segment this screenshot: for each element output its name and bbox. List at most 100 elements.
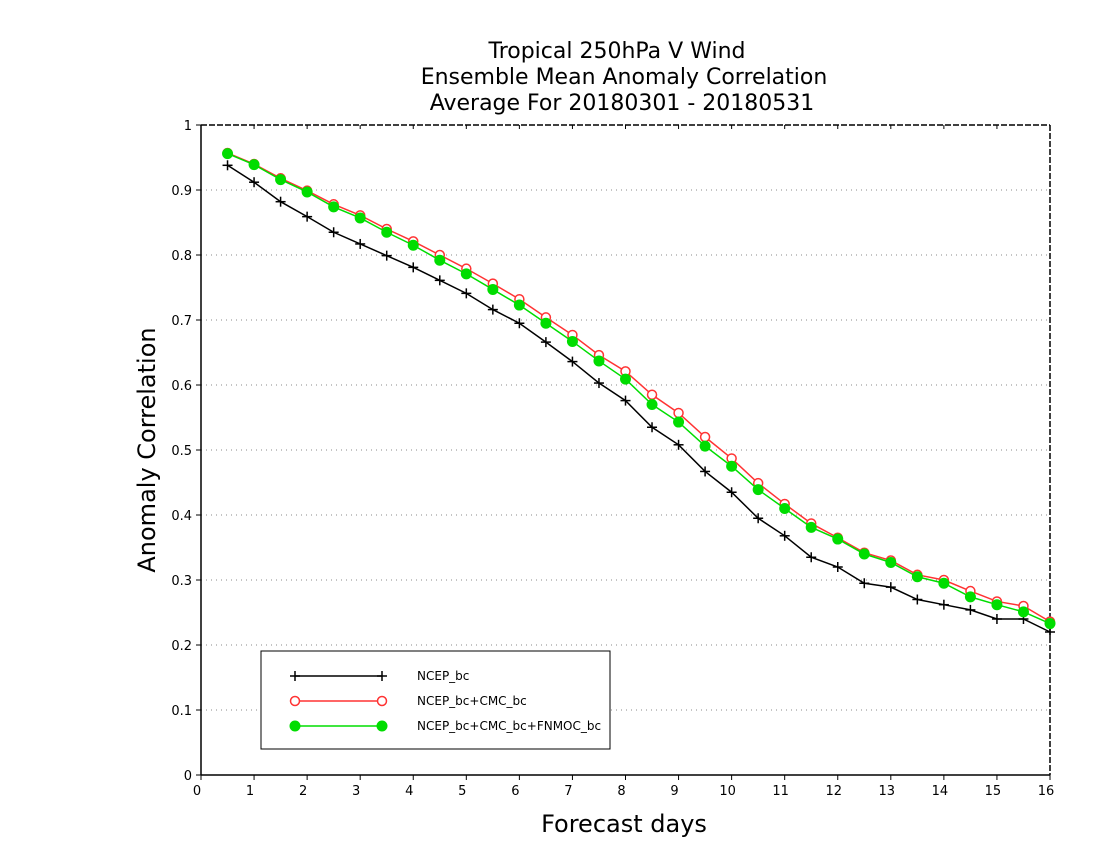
- x-tick-label: 1: [246, 784, 254, 799]
- data-point: [965, 604, 976, 615]
- y-tick-label: 0.2: [171, 639, 192, 654]
- data-point: [991, 599, 1003, 611]
- series: [222, 147, 1056, 637]
- data-point: [699, 440, 711, 452]
- legend-label: NCEP_bc: [417, 669, 469, 683]
- data-point: [540, 337, 551, 348]
- data-point: [408, 262, 419, 273]
- data-point: [620, 373, 631, 385]
- legend-entry: NCEP_bc: [290, 669, 469, 683]
- x-tick-label: 0: [193, 784, 201, 799]
- x-tick-label: 2: [299, 784, 307, 799]
- legend-label: NCEP_bc+CMC_bc: [417, 694, 527, 708]
- data-point: [487, 304, 498, 315]
- title-line-2: Ensemble Mean Anomaly Correlation: [421, 65, 828, 90]
- data-point: [912, 594, 923, 605]
- x-tick-label: 12: [825, 784, 842, 799]
- y-tick-label: 0.3: [171, 574, 192, 589]
- data-point: [514, 318, 525, 329]
- legend-marker: [376, 695, 388, 707]
- y-tick-label: 0.7: [171, 314, 192, 329]
- data-point: [885, 556, 897, 568]
- legend-marker: [289, 695, 301, 707]
- data-point: [222, 160, 233, 171]
- data-point: [275, 174, 287, 186]
- data-point: [434, 254, 446, 266]
- data-point: [673, 416, 685, 428]
- data-point: [832, 533, 844, 545]
- data-point: [593, 378, 604, 389]
- y-tick-label: 0.4: [171, 509, 192, 524]
- data-point: [805, 521, 817, 533]
- data-point: [381, 250, 392, 261]
- data-point: [461, 288, 472, 299]
- data-point: [593, 355, 605, 367]
- data-point: [806, 552, 817, 563]
- data-point: [938, 577, 950, 589]
- legend-entry: NCEP_bc+CMC_bc+FNMOC_bc: [289, 719, 601, 733]
- data-point: [779, 530, 790, 541]
- data-point: [487, 283, 499, 295]
- data-point: [301, 186, 313, 198]
- data-point: [779, 503, 791, 514]
- data-point: [460, 268, 472, 280]
- x-tick-label: 14: [932, 784, 949, 799]
- data-point: [699, 431, 711, 443]
- data-point: [911, 571, 923, 583]
- y-tick-label: 1: [184, 119, 192, 134]
- y-tick-label: 0.5: [171, 444, 192, 459]
- data-point: [991, 614, 1002, 624]
- x-tick-label: 4: [405, 784, 413, 799]
- data-point: [566, 335, 578, 347]
- data-point: [407, 239, 419, 251]
- data-point: [858, 548, 870, 560]
- data-point: [964, 591, 976, 603]
- series-line: [227, 152, 1051, 623]
- data-point: [859, 578, 870, 589]
- data-point: [354, 212, 366, 224]
- data-point: [726, 460, 738, 472]
- data-point: [540, 317, 552, 329]
- data-point: [328, 227, 339, 238]
- y-tick-label: 0.9: [171, 184, 192, 199]
- title-line-1: Tropical 250hPa V Wind: [487, 39, 745, 64]
- y-tick-label: 0.8: [171, 249, 192, 264]
- data-point: [1044, 618, 1056, 630]
- data-point: [381, 226, 393, 238]
- data-point: [355, 238, 366, 249]
- axes: [196, 124, 1051, 780]
- series-2: [222, 148, 1056, 630]
- grid: [201, 189, 1050, 711]
- x-tick-label: 5: [458, 784, 466, 799]
- x-tick-label: 15: [985, 784, 1002, 799]
- x-tick-label: 10: [719, 784, 736, 799]
- data-point: [726, 487, 737, 498]
- legend-marker: [290, 671, 300, 681]
- tick-labels: 00.10.20.30.40.50.60.70.80.910 1 2 3 4 5 6 7 8 9 1…: [171, 119, 1054, 799]
- x-tick-label: 11: [772, 784, 789, 799]
- data-point: [938, 599, 949, 610]
- y-tick-label: 0: [184, 769, 192, 784]
- data-point: [647, 422, 658, 433]
- data-point: [1017, 606, 1029, 618]
- data-point: [646, 399, 658, 410]
- x-tick-label: 6: [511, 784, 519, 799]
- x-tick-label: 13: [879, 784, 896, 799]
- data-point: [620, 395, 631, 406]
- legend-marker: [289, 720, 301, 732]
- data-point: [885, 582, 896, 593]
- data-point: [249, 177, 260, 188]
- legend-entry: NCEP_bc+CMC_bc: [289, 694, 527, 708]
- title-line-3: Average For 20180301 - 20180531: [430, 91, 815, 116]
- legend: NCEP_bc NCEP_bc+CMC_bc NCEP_bc+CMC_bc+FNMO…: [260, 650, 611, 750]
- y-tick-label: 0.6: [171, 379, 192, 394]
- legend-marker: [377, 671, 387, 681]
- series-0: [222, 160, 1055, 637]
- y-axis-title: Anomaly Correlation: [133, 327, 161, 572]
- data-point: [328, 201, 340, 213]
- data-point: [513, 299, 525, 311]
- data-point: [275, 196, 286, 207]
- x-tick-label: 8: [617, 784, 625, 799]
- data-point: [567, 356, 578, 367]
